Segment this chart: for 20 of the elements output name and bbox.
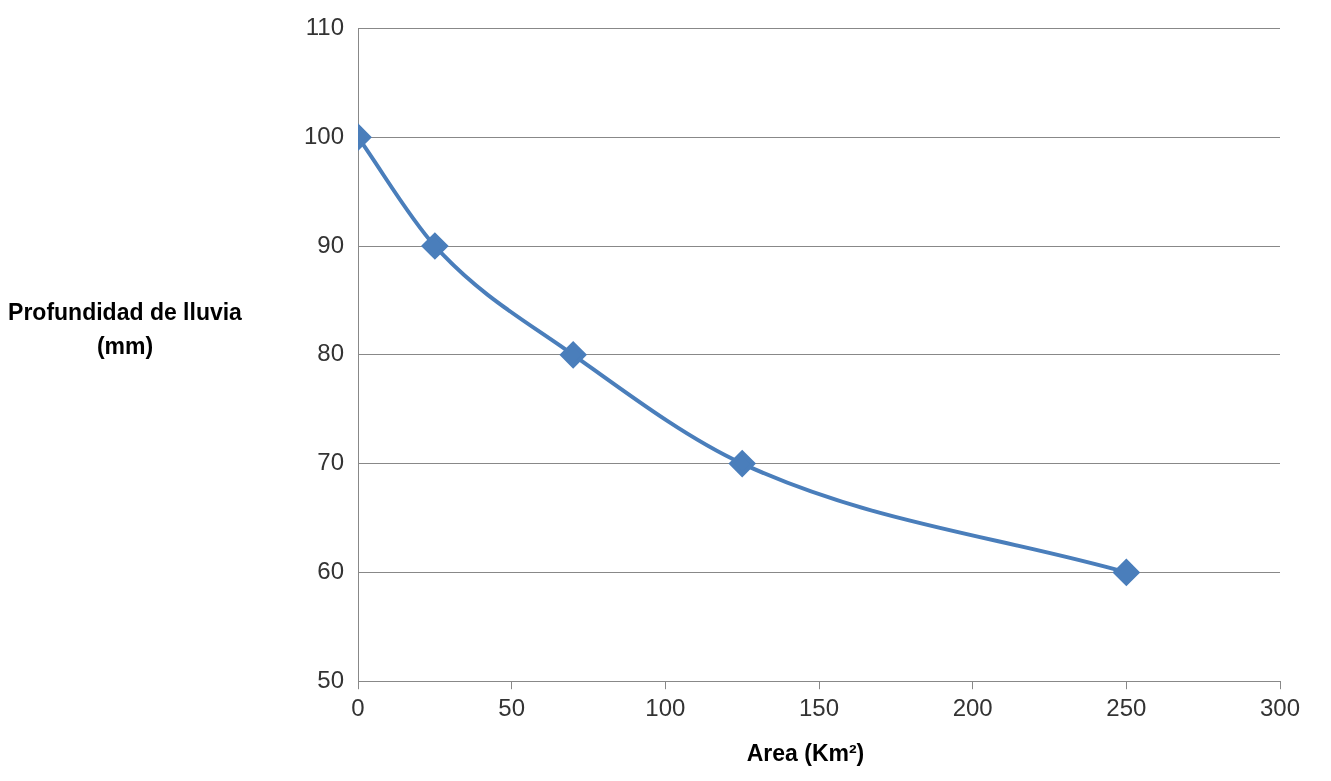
y-tick-label: 50: [317, 665, 345, 693]
y-tick-label: 80: [317, 339, 345, 367]
x-tick-label: 150: [799, 694, 840, 722]
y-tick-label: 100: [304, 121, 345, 149]
point: [729, 450, 756, 477]
y-tick-label: 60: [317, 557, 345, 585]
x-tick-label: 50: [498, 694, 526, 722]
x-tick-label: 250: [1106, 694, 1147, 722]
y-tick-label: 70: [317, 448, 345, 476]
x-tick-label: 0: [351, 694, 365, 722]
x-tick-label: 100: [645, 694, 686, 722]
y-axis-title: Profundidad de lluvia (mm): [7, 298, 243, 361]
y-tick-label: 110: [305, 13, 345, 41]
y-tick-label: 90: [317, 230, 345, 258]
point: [560, 341, 587, 368]
x-tick-label: 300: [1259, 694, 1301, 722]
x-axis-title: Area (Km²): [745, 740, 866, 767]
x-tick-label: 200: [952, 694, 993, 722]
point: [421, 233, 448, 259]
point: [1113, 559, 1140, 586]
